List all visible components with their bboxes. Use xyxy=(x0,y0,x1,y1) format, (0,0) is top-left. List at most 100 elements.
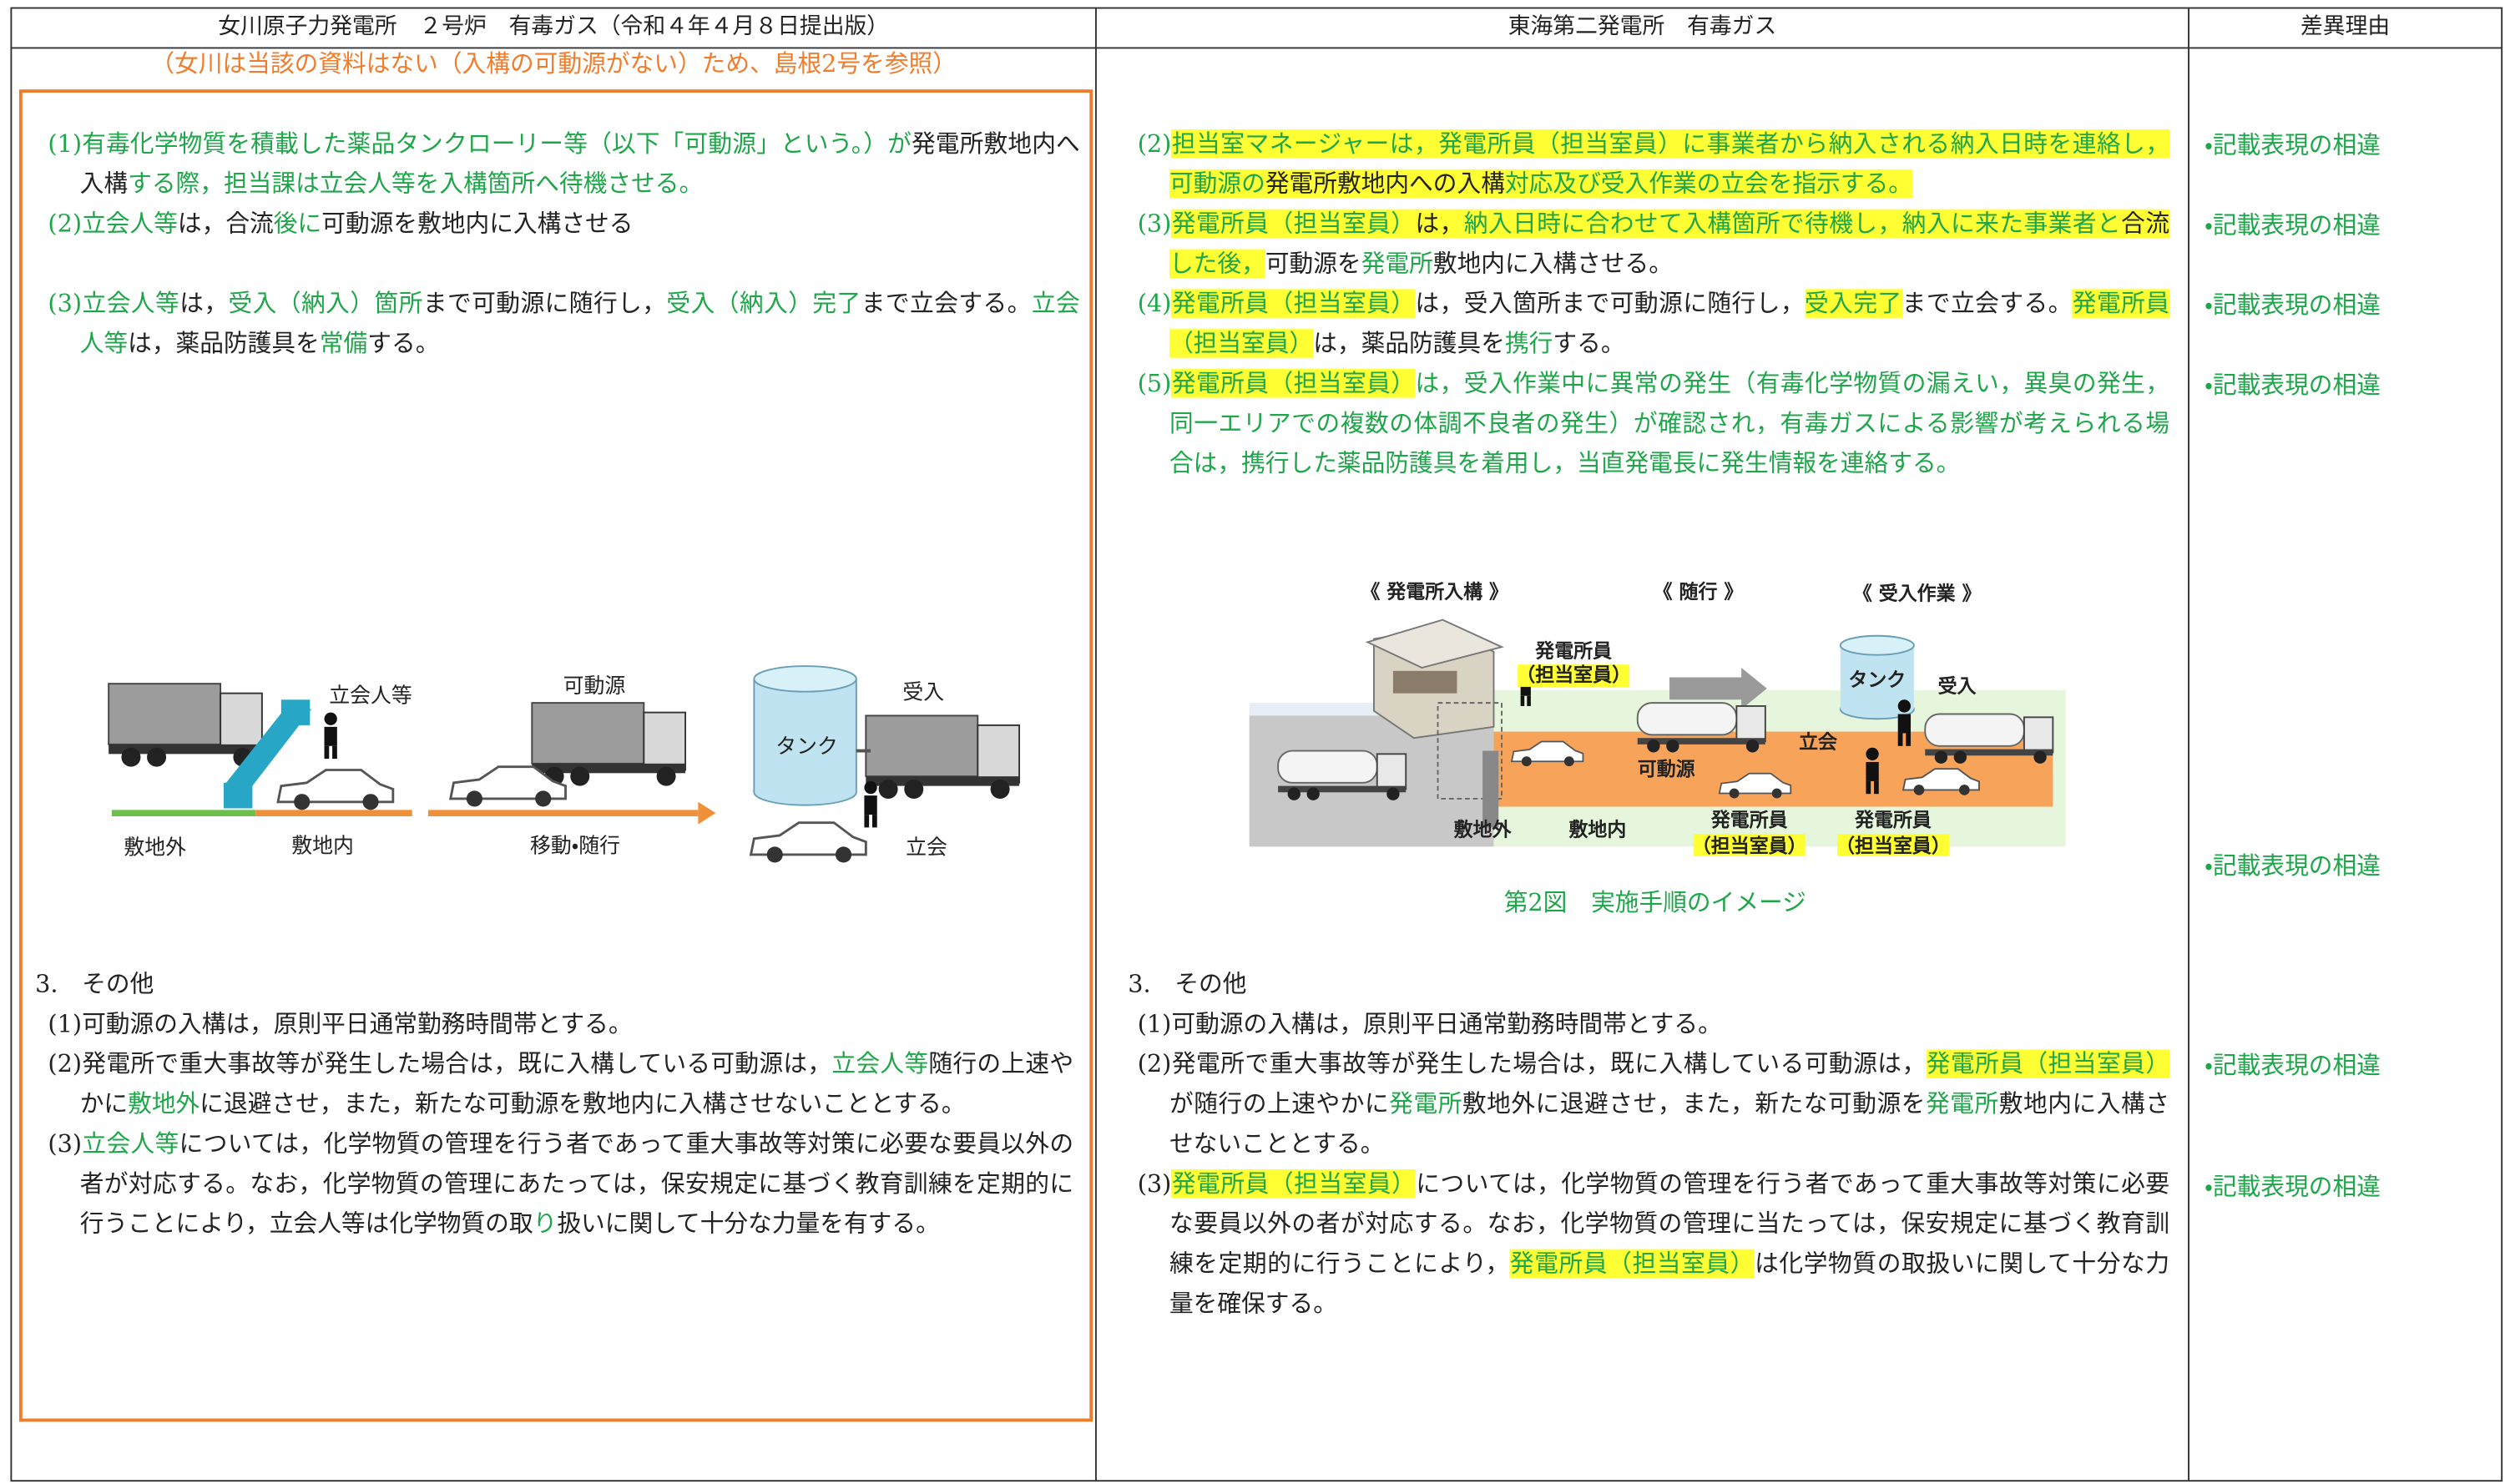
text-run: 発電所員（担当室員） xyxy=(1171,1169,1417,1199)
text-run: 発電所員（担当室員） xyxy=(1926,1049,2170,1078)
text-run: 敷地内に入構させないこととする。 xyxy=(1169,1089,2169,1158)
text-run: 合流 xyxy=(2121,209,2170,239)
middle-other-items: (1)可動源の入構は，原則平日通常勤務時間帯とする。 (2)発電所で重大事故等が発… xyxy=(1138,1005,2169,1325)
text-run: (2)立会人等 xyxy=(48,209,178,239)
text-run: 敷地内に入構させる。 xyxy=(1432,249,1673,279)
illustration-shape xyxy=(1669,668,1767,709)
paragraph: (2)担当室マネージャーは，発電所員（担当室員）に事業者から納入される納入日時を… xyxy=(1138,124,2170,204)
figure-label: （担当室員） xyxy=(1836,835,1951,857)
text-run: (5) xyxy=(1137,369,1172,398)
paragraph: (3)立会人等は，受入（納入）箇所まで可動源に随行し，受入（納入）完了まで立会す… xyxy=(48,285,1079,365)
paragraph: (1)可動源の入構は，原則平日通常勤務時間帯とする。 xyxy=(48,1005,1073,1045)
text-run: (1)可動源の入構は，原則平日通常勤務時間帯とする。 xyxy=(48,1009,633,1039)
text-run: 発電所員（担当室員） xyxy=(1509,1249,1755,1279)
text-run: に退避させ，また，新たな可動源を敷地内に入構させないこととする。 xyxy=(199,1089,966,1118)
illustration-shape xyxy=(865,714,1021,800)
figure-label: （担当室員） xyxy=(1692,835,1807,857)
paragraph: (4)発電所員（担当室員）は，受入箇所まで可動源に随行し，受入完了まで立会する。… xyxy=(1138,285,2170,365)
text-run: (3) xyxy=(1137,209,1172,239)
illustration-shape xyxy=(276,769,395,811)
text-run: は，合流 xyxy=(177,209,274,239)
text-run: (1)有毒化学物質を積載した薬品タンクローリー等（以下「可動源」という。）が xyxy=(48,129,912,159)
section-heading: 3. その他 xyxy=(1128,969,1247,999)
text-run: (3)立会人等 xyxy=(48,289,180,318)
text-run: まで可動源に随行し， xyxy=(422,289,667,318)
figure-label: 《 受入作業 》 xyxy=(1853,582,1982,604)
illustration-shape xyxy=(753,665,857,693)
paragraph: (3)発電所員（担当室員）は，納入日時に合わせて入構箇所で待機し，納入に来た事業… xyxy=(1137,204,2170,285)
reason: ・記載表現の相違 xyxy=(2205,210,2381,240)
illustration-shape xyxy=(698,801,716,825)
figure-label: 敷地外 xyxy=(124,835,186,859)
text-run: 受入完了 xyxy=(1805,289,1902,318)
header-cell: 女川原子力発電所 ２号炉 有毒ガス（令和４年４月８日提出版） xyxy=(218,14,890,40)
text-run: 後に xyxy=(273,209,322,239)
illustration-shape xyxy=(1518,664,1630,687)
figure-caption: 第2図 実施手順のイメージ xyxy=(1503,888,1806,917)
reason: ・記載表現の相違 xyxy=(2205,290,2381,320)
text-run: 常備 xyxy=(319,329,368,358)
text-run: については，化学物質の管理を行う者であって重大事故等対策に必要な要員以外の者が対… xyxy=(79,1129,1074,1239)
text-run: り xyxy=(533,1209,558,1239)
text-run: は， xyxy=(179,289,229,318)
text-run: 発電所員（担当室員） xyxy=(1171,369,1416,398)
text-run: は，薬品防護具を xyxy=(1313,329,1505,358)
text-run: については，化学物質の管理を行う者であって重大事故等対策に必要な要員以外の者が対… xyxy=(1169,1169,2170,1279)
middle-figure: 《 発電所入構 》 《 随行 》 《 受入作業 》 発電所員 （担当室員） タン… xyxy=(1249,581,2066,857)
reason: ・記載表現の相違 xyxy=(2205,130,2381,160)
illustration-shape xyxy=(223,709,312,786)
text-run: は，薬品防護具を xyxy=(128,329,320,358)
text-run: 敷地外に退避させ，また，新たな可動源を xyxy=(1462,1089,1927,1118)
paragraph: (1)可動源の入構は，原則平日通常勤務時間帯とする。 xyxy=(1138,1005,2169,1045)
illustration-shape xyxy=(754,679,856,793)
left-other-items: (1)可動源の入構は，原則平日通常勤務時間帯とする。 (2)発電所で重大事故等が発… xyxy=(48,1005,1073,1244)
text-run: した後， xyxy=(1169,249,1265,279)
figure-label: （担当室員） xyxy=(1516,664,1631,686)
reason: ・記載表現の相違 xyxy=(2205,1172,2381,1202)
figure-label: 敷地内 xyxy=(291,833,354,857)
text-run: する。 xyxy=(1553,329,1625,358)
paragraph: (5)発電所員（担当室員）は，受入作業中に異常の発生（有毒化学物質の漏えい，異臭… xyxy=(1138,364,2169,484)
illustration-shape xyxy=(223,782,253,809)
text-run: する際，担当課は立会人等を入構箇所へ待機させる。 xyxy=(128,169,704,199)
reference-box xyxy=(18,89,1093,1422)
illustration-shape xyxy=(108,683,263,768)
illustration-shape xyxy=(531,702,687,787)
text-run: 随行の上速やかに xyxy=(79,1049,1074,1118)
figure-label: 立会 xyxy=(1799,731,1837,753)
figure-label: 敷地外 xyxy=(1454,819,1513,841)
paragraph: (2)発電所で重大事故等が発生した場合は，既に入構している可動源は，発電所員（担… xyxy=(1137,1045,2170,1165)
text-run: は化学物質の取扱いに関して十分な力量を確保する。 xyxy=(1169,1249,2170,1318)
text-run: まで立会する。 xyxy=(861,289,1032,318)
text-run: は，受入箇所まで可動源に随行し， xyxy=(1415,289,1806,318)
illustration-shape xyxy=(1836,834,1949,856)
text-run: 納入日時に合わせて入構箇所で待機し，納入に来た事業者と xyxy=(1463,209,2122,239)
paragraph: (3)立会人等については，化学物質の管理を行う者であって重大事故等対策に必要な要… xyxy=(48,1124,1073,1244)
header-cell: 差異理由 xyxy=(2300,14,2391,40)
reason: ・記載表現の相違 xyxy=(2205,851,2381,881)
figure-label: 発電所員 xyxy=(1534,640,1612,662)
text-run: 発電所 xyxy=(1389,1089,1462,1118)
illustration-shape xyxy=(750,821,867,864)
figure-label: 受入 xyxy=(1938,674,1977,697)
reason: ・記載表現の相違 xyxy=(2205,1051,2381,1080)
text-run: (2)発電所で重大事故等が発生した場合は，既に入構している可動源は， xyxy=(48,1049,832,1078)
figure-label: 移動・随行 xyxy=(530,833,620,857)
figure-label: 発電所員 xyxy=(1854,810,1932,831)
text-run: まで立会する。 xyxy=(1901,289,2073,318)
text-run: 発電所敷地内への入構 xyxy=(1265,169,1505,199)
reason: ・記載表現の相違 xyxy=(2205,371,2381,400)
text-run: (2)発電所で重大事故等が発生した場合は，既に入構している可動源は， xyxy=(1137,1049,1927,1078)
text-run: 立会人等 xyxy=(79,289,1080,358)
figure-label: 立会 xyxy=(906,835,947,859)
text-run: する。 xyxy=(367,329,440,358)
paragraph: (1)有毒化学物質を積載した薬品タンクローリー等（以下「可動源」という。）が発電… xyxy=(48,124,1079,204)
illustration-shape xyxy=(1392,670,1457,694)
middle-items: (2)担当室マネージャーは，発電所員（担当室員）に事業者から納入される納入日時を… xyxy=(1137,124,2170,484)
figure-label: 可動源 xyxy=(563,674,626,698)
figure-label: 立会人等 xyxy=(329,683,412,707)
